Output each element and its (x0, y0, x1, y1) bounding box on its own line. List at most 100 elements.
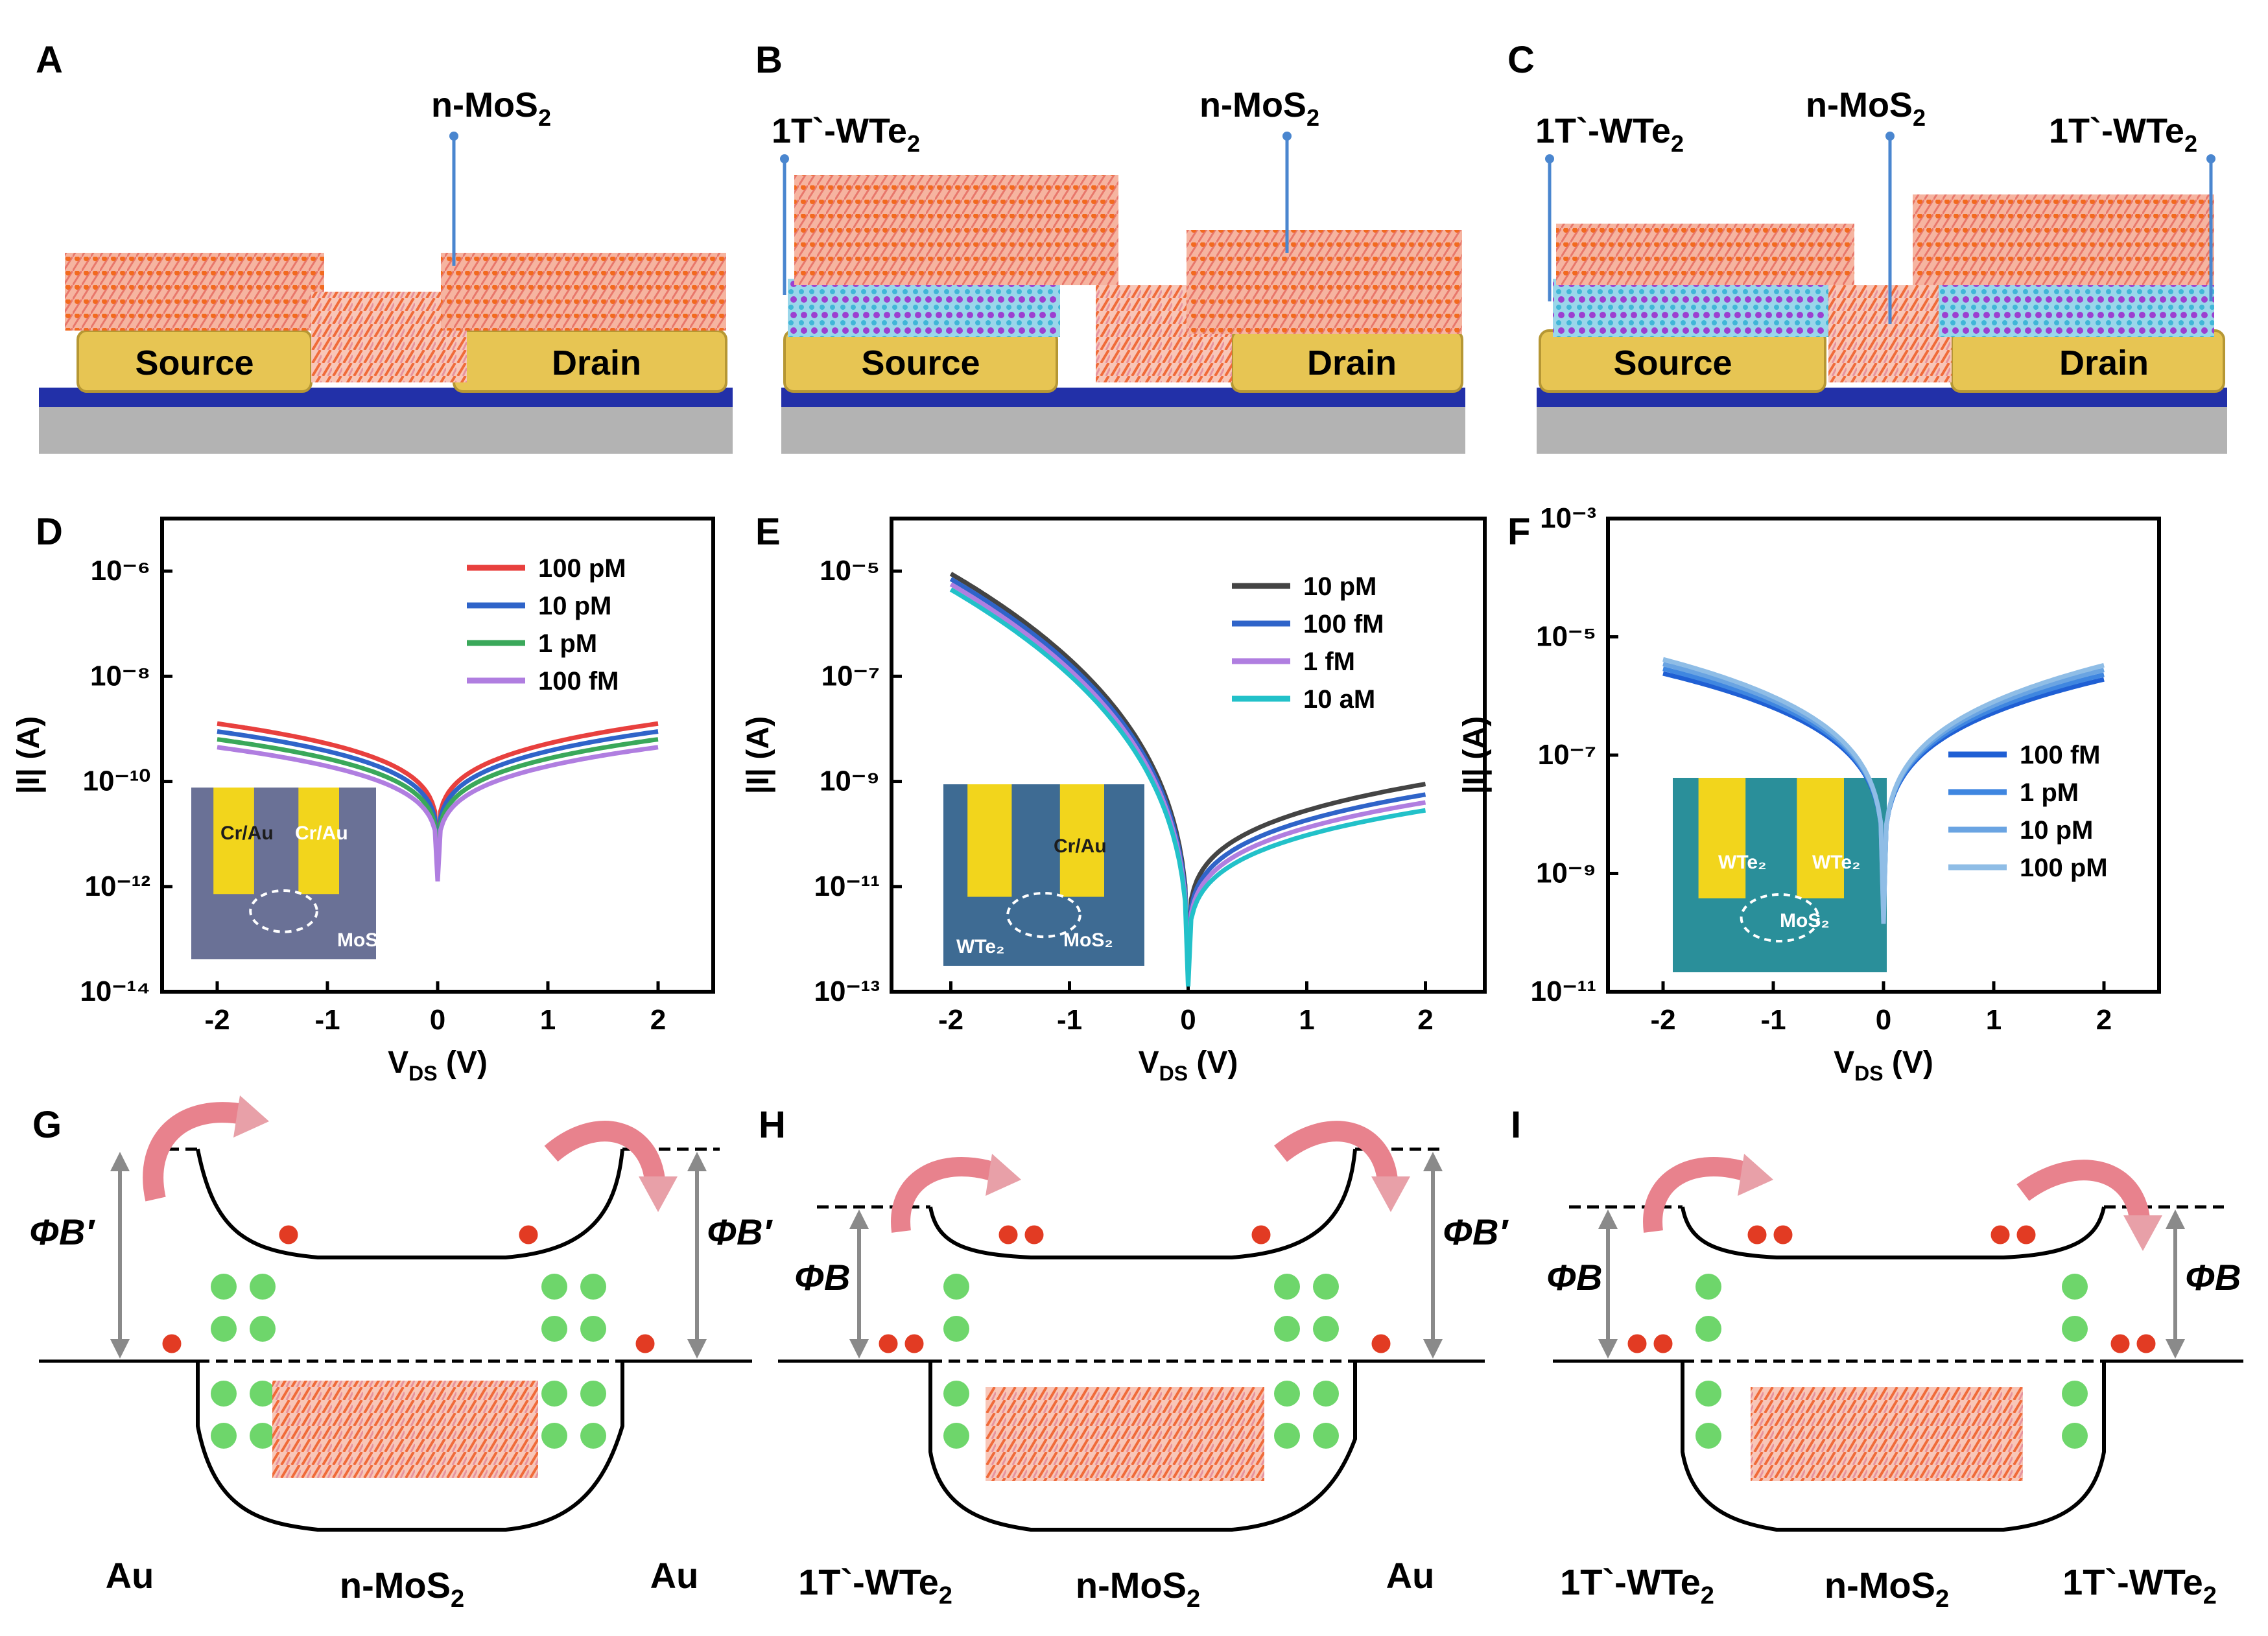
legend-label: 100 fM (2020, 741, 2101, 769)
x-tick-label: 1 (1986, 1004, 2002, 1036)
arrowhead (986, 1154, 1021, 1196)
electron (277, 1223, 300, 1246)
leader-dot (1282, 132, 1292, 141)
inset-electrode (967, 784, 1012, 897)
x-tick-label: -1 (1760, 1004, 1786, 1036)
x-tick-label: -1 (1057, 1004, 1082, 1036)
panel-c: C Source Drain 1T`-WTe2 n-MoS2 1T`-WTe2 (1507, 39, 2227, 454)
legend-label: 1 pM (2020, 778, 2079, 807)
wte2-stack-left (1553, 279, 1851, 337)
drain-label: Drain (1307, 344, 1397, 382)
series-line-10-aM (949, 587, 1426, 987)
mos2-label: n-MoS2 (431, 86, 551, 131)
series-line-100-fM (217, 745, 659, 882)
valence-band (928, 1361, 1357, 1532)
electron-transfer-arrow-right (544, 1121, 665, 1182)
right-metal-label: Au (1386, 1555, 1435, 1596)
mos2-stack-right (441, 253, 726, 331)
y-axis-label: |I| (A) (1458, 716, 1492, 794)
mos2-crystal (272, 1381, 538, 1478)
panel-letter-i: I (1511, 1104, 1521, 1146)
right-metal-label: Au (650, 1555, 699, 1596)
electrons (160, 1223, 657, 1355)
y-tick-label: 10⁻⁵ (820, 555, 880, 587)
inset-label: MoS₂ (1780, 910, 1830, 931)
left-metal-label: 1T`-WTe2 (1560, 1561, 1714, 1609)
y-axis-label: |I| (A) (12, 716, 46, 794)
chart-f: F -2 -1 0 1 2 10⁻¹¹ 10⁻⁹ 10⁻⁷ 10⁻⁵ 10⁻³ VDS (V) |I| … (1458, 502, 2161, 1085)
substrate (39, 402, 733, 454)
holes (943, 1274, 1339, 1449)
phi-left-label: ΦB′ (29, 1211, 95, 1252)
panel-a: A Source Drain n-MoS2 (36, 39, 733, 454)
mos2-stack-left (1556, 224, 1854, 285)
legend-label: 100 pM (2020, 854, 2108, 882)
x-axis-label: VDS (V) (1834, 1046, 1933, 1085)
x-tick-label: 2 (2096, 1004, 2112, 1036)
inset-label: MoS₂ (1063, 929, 1113, 951)
x-tick-label: -2 (1650, 1004, 1675, 1036)
wte2-right-label: 1T`-WTe2 (2049, 111, 2197, 157)
legend-label: 10 aM (1303, 685, 1375, 714)
x-tick-label: 1 (540, 1004, 556, 1036)
mos2-stack-right (1187, 230, 1462, 334)
wte2-stack (788, 279, 1060, 337)
conduction-band (928, 1149, 1357, 1259)
chart-d: D -2 -1 0 1 2 10⁻¹⁴ 10⁻¹² 10⁻¹⁰ 10⁻⁸ 10⁻⁶ VDS (V) |I… (12, 511, 715, 1085)
y-tick-label: 10⁻⁹ (1536, 858, 1596, 889)
holes (1695, 1274, 2088, 1449)
phi-left-label: ΦB (794, 1257, 851, 1298)
inset-label: WTe₂ (1718, 852, 1766, 873)
arrowhead (2123, 1215, 2162, 1251)
y-tick-label: 10⁻⁸ (90, 660, 150, 692)
y-tick-label: 10⁻¹⁰ (83, 765, 150, 797)
leader-dot (780, 154, 789, 163)
electron (160, 1332, 183, 1355)
inset-electrode (1059, 784, 1104, 897)
electron-transfer-arrow-left (891, 1157, 1002, 1233)
leader-dot (449, 132, 458, 141)
arrowhead (1738, 1154, 1773, 1196)
panel-letter: E (755, 511, 781, 553)
x-tick-label: 0 (1180, 1004, 1196, 1036)
mos2-label: n-MoS2 (1199, 86, 1319, 131)
left-metal-label: 1T`-WTe2 (798, 1561, 952, 1609)
legend-label: 1 fM (1303, 648, 1355, 676)
panel-letter: F (1507, 511, 1530, 553)
arrowhead (1371, 1176, 1410, 1212)
mos2-crystal (1751, 1387, 2023, 1481)
x-tick-label: 2 (650, 1004, 666, 1036)
y-tick-label: 10⁻¹⁴ (80, 976, 150, 1007)
legend-label: 100 pM (538, 554, 626, 583)
electrons (1625, 1223, 2158, 1355)
inset-electrode (213, 788, 254, 894)
leader-dot (1885, 132, 1895, 141)
panel-b: B Source Drain 1T`-WTe2 n-MoS2 (755, 39, 1465, 454)
legend-label: 10 pM (2020, 816, 2093, 845)
y-tick-label: 10⁻⁹ (820, 765, 880, 797)
y-tick-label: 10⁻¹¹ (814, 871, 880, 902)
panel-letter: D (36, 511, 63, 553)
y-tick-label: 10⁻⁷ (821, 660, 880, 692)
valence-band (196, 1361, 624, 1532)
electron (517, 1223, 540, 1246)
leader-dot (1545, 154, 1554, 163)
legend-label: 10 pM (1303, 572, 1376, 601)
channel-label: n-MoS2 (1825, 1565, 1949, 1613)
y-tick-label: 10⁻⁶ (91, 555, 150, 587)
inset-label: MoS₂ (337, 929, 387, 951)
inset-electrode (298, 788, 339, 894)
wte2-label: 1T`-WTe2 (772, 111, 920, 157)
mos2-crystal (986, 1387, 1264, 1481)
drain-label: Drain (552, 344, 641, 382)
legend-label: 10 pM (538, 592, 611, 620)
electron-transfer-arrow-left (1643, 1157, 1754, 1233)
panel-letter-h: H (759, 1104, 786, 1146)
y-tick-label: 10⁻¹² (85, 871, 150, 902)
phi-right-label: ΦB′ (1443, 1211, 1509, 1252)
phi-left-label: ΦB (1546, 1257, 1603, 1298)
mos2-label: n-MoS2 (1806, 86, 1926, 131)
arrowhead (233, 1095, 269, 1138)
x-tick-label: -2 (204, 1004, 230, 1036)
